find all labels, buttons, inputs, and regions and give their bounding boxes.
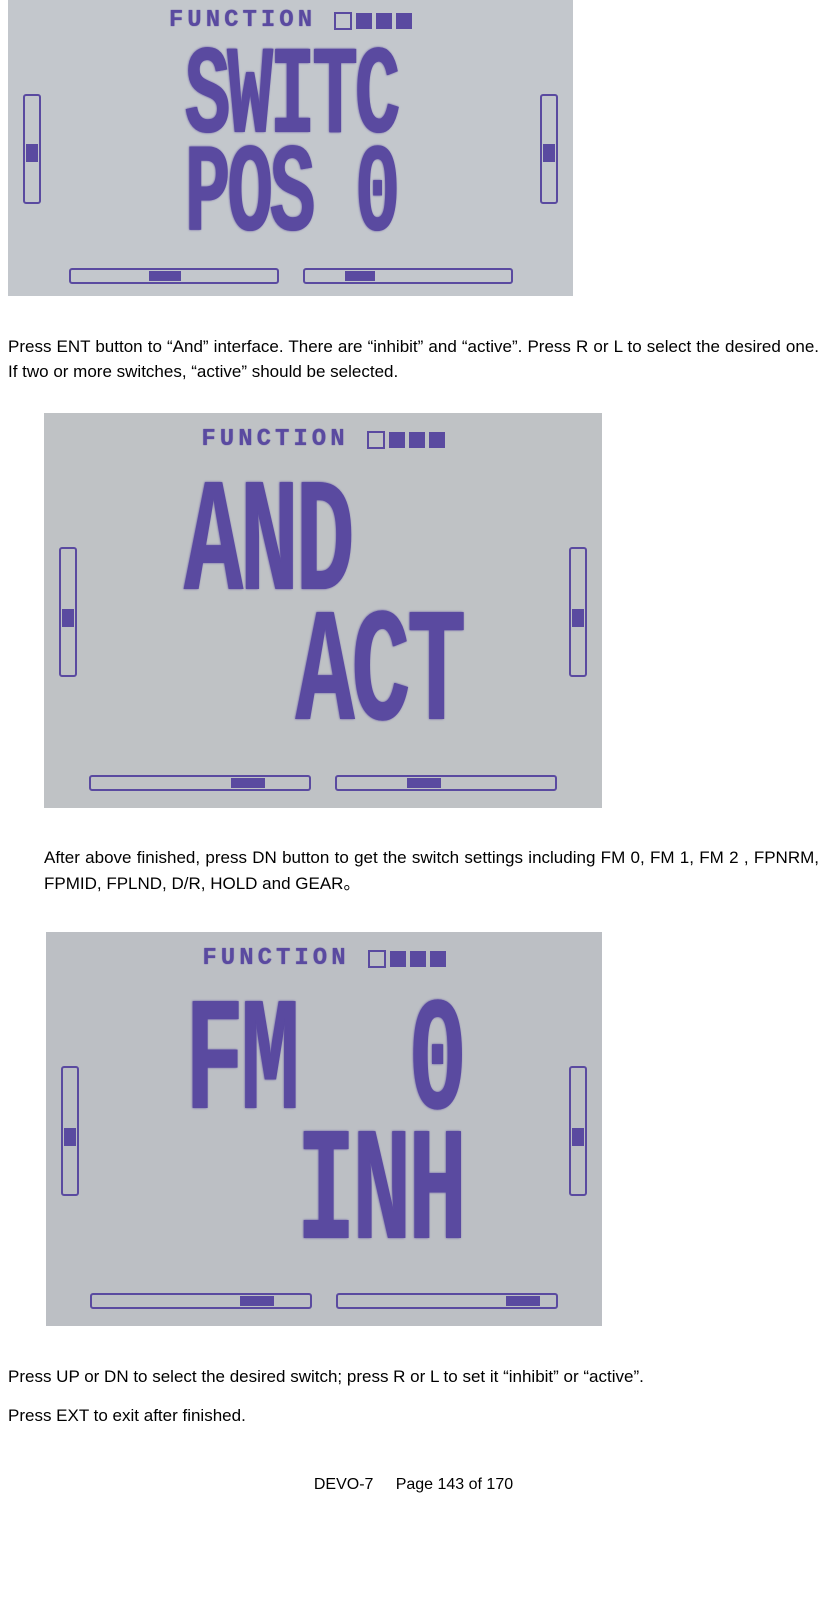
trim-bar-bottom-right: [303, 268, 513, 284]
battery-cell-outline: [368, 950, 386, 968]
footer-page: Page 143 of 170: [396, 1476, 513, 1493]
page-footer: DEVO-7 Page 143 of 170: [8, 1473, 819, 1497]
battery-icon: [368, 950, 446, 968]
footer-model: DEVO-7: [314, 1476, 374, 1493]
lcd-center: AND ACT: [92, 467, 554, 758]
lcd-row-2: INH: [129, 1111, 520, 1282]
battery-cell-fill: [429, 432, 445, 448]
trim-bar-left: [61, 1066, 79, 1196]
battery-icon: [334, 12, 412, 30]
battery-cell-fill: [430, 951, 446, 967]
lcd-side-right: [554, 467, 602, 758]
battery-cell-fill: [356, 13, 372, 29]
lcd-side-left: [8, 42, 56, 256]
trim-bar-right: [569, 547, 587, 677]
paragraph-4: Press EXT to exit after finished.: [8, 1403, 819, 1429]
paragraph-1: Press ENT button to “And” interface. The…: [8, 334, 819, 385]
lcd-photo-3: FUNCTION FM 0 INH: [46, 932, 602, 1326]
lcd-middle: FM 0 INH: [46, 986, 602, 1276]
trim-bar-right: [569, 1066, 587, 1196]
trim-bar-right: [540, 94, 558, 204]
lcd-photo-2: FUNCTION AND ACT: [44, 413, 602, 808]
trim-bar-left: [59, 547, 77, 677]
trim-bar-bottom-left: [89, 775, 311, 791]
battery-icon: [367, 431, 445, 449]
lcd-center: FM 0 INH: [94, 986, 554, 1276]
lcd-side-right: [525, 42, 573, 256]
lcd-side-left: [46, 986, 94, 1276]
lcd-inner: FUNCTION SWITC POS 0: [8, 0, 573, 296]
battery-cell-fill: [389, 432, 405, 448]
lcd-inner: FUNCTION AND ACT: [44, 413, 602, 808]
paragraph-2: After above finished, press DN button to…: [8, 845, 819, 896]
trim-bar-bottom-left: [90, 1293, 312, 1309]
battery-cell-fill: [376, 13, 392, 29]
trim-bar-bottom-right: [336, 1293, 558, 1309]
lcd-middle: SWITC POS 0: [8, 42, 573, 256]
trim-bar-bottom-right: [335, 775, 557, 791]
lcd-side-left: [44, 467, 92, 758]
lcd-inner: FUNCTION FM 0 INH: [46, 932, 602, 1326]
paragraph-3: Press UP or DN to select the desired swi…: [8, 1364, 819, 1390]
trim-bar-left: [23, 94, 41, 204]
lcd-function-label: FUNCTION: [201, 422, 348, 458]
battery-cell-fill: [396, 13, 412, 29]
battery-cell-outline: [334, 12, 352, 30]
battery-cell-fill: [410, 951, 426, 967]
lcd-center: SWITC POS 0: [56, 42, 525, 256]
battery-cell-outline: [367, 431, 385, 449]
lcd-row-2: ACT: [127, 592, 520, 763]
lcd-side-right: [554, 986, 602, 1276]
battery-cell-fill: [409, 432, 425, 448]
trim-bar-bottom-left: [69, 268, 279, 284]
lcd-row-2: POS 0: [91, 135, 490, 261]
lcd-middle: AND ACT: [44, 467, 602, 758]
lcd-photo-1: FUNCTION SWITC POS 0: [8, 0, 573, 296]
battery-cell-fill: [390, 951, 406, 967]
page: FUNCTION SWITC POS 0: [0, 0, 827, 1497]
